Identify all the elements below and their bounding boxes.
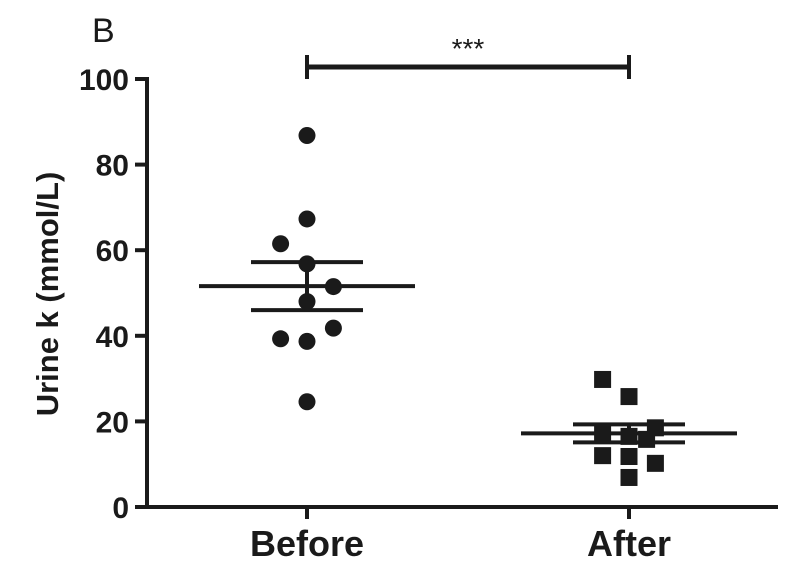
data-point-circle bbox=[298, 332, 316, 350]
panel-label: B bbox=[92, 12, 115, 50]
data-point-square bbox=[594, 424, 612, 442]
y-tick-label: 100 bbox=[79, 64, 129, 97]
y-tick-label: 40 bbox=[96, 321, 129, 354]
y-axis-ticks: 0 20 40 60 80 100 bbox=[79, 64, 147, 525]
data-point-square bbox=[620, 388, 638, 406]
data-point-square bbox=[594, 447, 612, 465]
data-point-square bbox=[620, 468, 638, 486]
data-point-square bbox=[620, 427, 638, 445]
mean-sem-bars bbox=[199, 260, 737, 445]
x-axis-ticks: Before After bbox=[250, 507, 671, 564]
data-point-square bbox=[646, 454, 664, 472]
y-tick-label: 60 bbox=[96, 235, 129, 268]
data-points bbox=[272, 126, 664, 486]
data-point-circle bbox=[298, 255, 316, 273]
x-tick-label: Before bbox=[250, 523, 364, 564]
y-tick-label: 0 bbox=[112, 492, 129, 525]
y-tick-label: 20 bbox=[96, 406, 129, 439]
data-point-circle bbox=[298, 393, 316, 411]
y-axis-label: Urine k (mmol/L) bbox=[30, 172, 65, 417]
data-point-circle bbox=[272, 235, 290, 253]
significance-annotation: *** bbox=[305, 33, 631, 79]
data-point-square bbox=[594, 370, 612, 388]
data-point-circle bbox=[298, 126, 316, 144]
data-point-square bbox=[638, 430, 656, 448]
y-tick-label: 80 bbox=[96, 150, 129, 183]
axes bbox=[145, 77, 778, 509]
data-point-circle bbox=[298, 293, 316, 311]
data-point-square bbox=[620, 447, 638, 465]
data-point-circle bbox=[272, 330, 290, 348]
significance-label: *** bbox=[452, 33, 485, 64]
x-tick-label: After bbox=[587, 523, 671, 564]
data-point-circle bbox=[298, 210, 316, 228]
data-point-circle bbox=[324, 319, 342, 337]
data-point-circle bbox=[324, 278, 342, 296]
